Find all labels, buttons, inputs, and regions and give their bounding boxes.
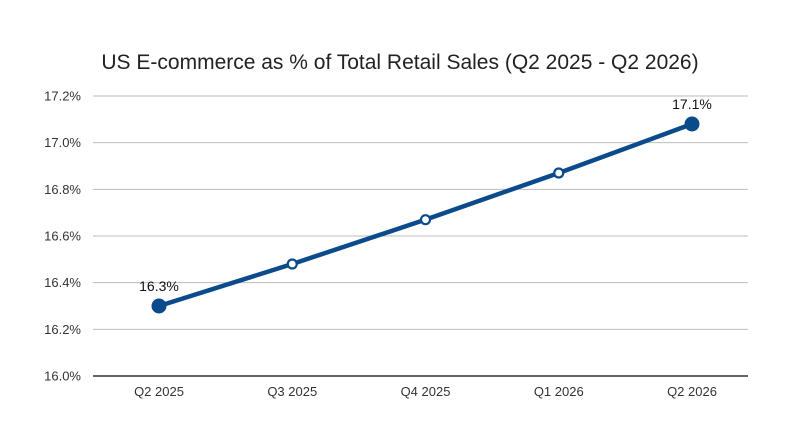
data-point	[419, 214, 432, 226]
data-labels: 16.3% 17.1%	[139, 96, 712, 294]
x-axis-tick-labels: Q2 2025 Q3 2025 Q4 2025 Q1 2026 Q2 2026	[134, 384, 717, 399]
data-point	[151, 298, 167, 314]
y-tick-label: 17.0%	[44, 135, 81, 150]
x-tick-label: Q3 2025	[267, 384, 317, 399]
data-point	[684, 116, 700, 132]
data-point	[553, 167, 565, 179]
x-tick-label: Q2 2026	[667, 384, 717, 399]
y-tick-label: 16.4%	[44, 275, 81, 290]
data-label: 16.3%	[139, 278, 179, 294]
y-tick-label: 16.2%	[44, 322, 81, 337]
y-axis-tick-labels: 16.0% 16.2% 16.4% 16.6% 16.8% 17.0% 17.2%	[44, 89, 81, 384]
chart-title: US E-commerce as % of Total Retail Sales…	[101, 51, 698, 74]
data-point	[286, 258, 298, 270]
data-points	[151, 116, 700, 314]
y-tick-label: 16.0%	[44, 369, 81, 384]
y-tick-label: 17.2%	[44, 89, 81, 104]
y-tick-label: 16.6%	[44, 229, 81, 244]
x-tick-label: Q4 2025	[401, 384, 451, 399]
gridlines	[93, 95, 748, 377]
x-tick-label: Q2 2025	[134, 384, 184, 399]
x-tick-label: Q1 2026	[534, 384, 584, 399]
y-tick-label: 16.8%	[44, 182, 81, 197]
data-label: 17.1%	[672, 96, 712, 112]
